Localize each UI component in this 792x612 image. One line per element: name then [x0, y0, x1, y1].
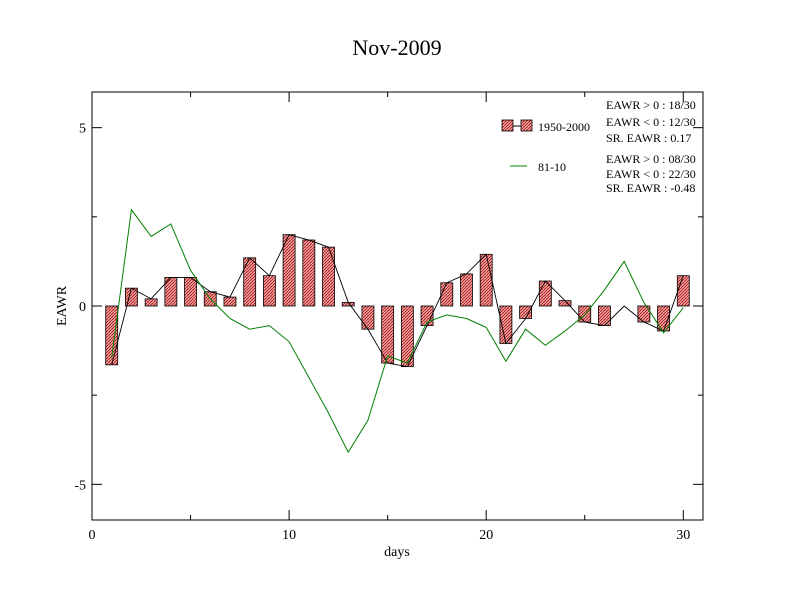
x-tick-label: 20 [479, 528, 493, 543]
bar-day-22 [519, 305, 533, 319]
y-axis-label: EAWR [55, 285, 70, 326]
x-tick-label: 30 [676, 528, 690, 543]
bar-day-8 [243, 257, 257, 307]
legend-label-81-10: 81-10 [538, 160, 566, 174]
legend-swatch-1950-2000-right [520, 119, 533, 132]
bar-day-26 [598, 305, 611, 327]
y-tick-label: -5 [74, 478, 86, 493]
x-tick-label: 0 [89, 528, 96, 543]
legend: 1950-2000 81-10 EAWR > 0 : 18/30 EAWR < … [501, 98, 696, 195]
bar-day-25 [578, 305, 592, 323]
stats-line: EAWR > 0 : 08/30 [606, 152, 696, 166]
bar-day-12 [322, 246, 335, 307]
bar-day-9 [262, 275, 276, 307]
x-axis-label: days [384, 545, 410, 560]
bar-day-20 [479, 253, 493, 307]
legend-label-1950-2000: 1950-2000 [538, 120, 590, 134]
legend-entry-81-10: 81-10 [510, 160, 566, 174]
chart-title: Nov-2009 [352, 35, 441, 60]
stats-1950-2000: EAWR > 0 : 18/30 EAWR < 0 : 12/30 SR. EA… [606, 98, 696, 145]
bar-day-30 [676, 275, 690, 307]
legend-swatch-1950-2000-left [501, 119, 514, 132]
plot-area [105, 208, 690, 454]
x-axis: 0 10 20 30 [89, 92, 690, 543]
bar-day-14 [361, 305, 375, 330]
bar-day-10 [282, 234, 296, 307]
bar-day-19 [460, 273, 473, 307]
bar-day-7 [223, 296, 237, 307]
bar-day-3 [144, 298, 158, 307]
bar-day-15 [381, 305, 395, 364]
series-line-81-10 [111, 208, 684, 454]
bar-day-5 [184, 277, 197, 307]
y-tick-label: 0 [79, 300, 86, 315]
stats-line: EAWR < 0 : 12/30 [606, 115, 696, 129]
y-tick-label: 5 [79, 122, 86, 137]
x-tick-label: 10 [282, 528, 296, 543]
stats-line: SR. EAWR : 0.17 [606, 131, 691, 145]
legend-entry-1950-2000: 1950-2000 [501, 119, 590, 134]
bar-day-18 [440, 282, 454, 307]
bar-day-11 [302, 239, 316, 307]
stats-81-10: EAWR > 0 : 08/30 EAWR < 0 : 22/30 SR. EA… [606, 152, 696, 195]
stats-line: SR. EAWR : -0.48 [606, 181, 695, 195]
y-axis: -5 0 5 [74, 122, 703, 493]
series-line-1950-2000 [111, 234, 684, 368]
stats-line: EAWR < 0 : 22/30 [606, 167, 696, 181]
stats-line: EAWR > 0 : 18/30 [606, 98, 696, 112]
